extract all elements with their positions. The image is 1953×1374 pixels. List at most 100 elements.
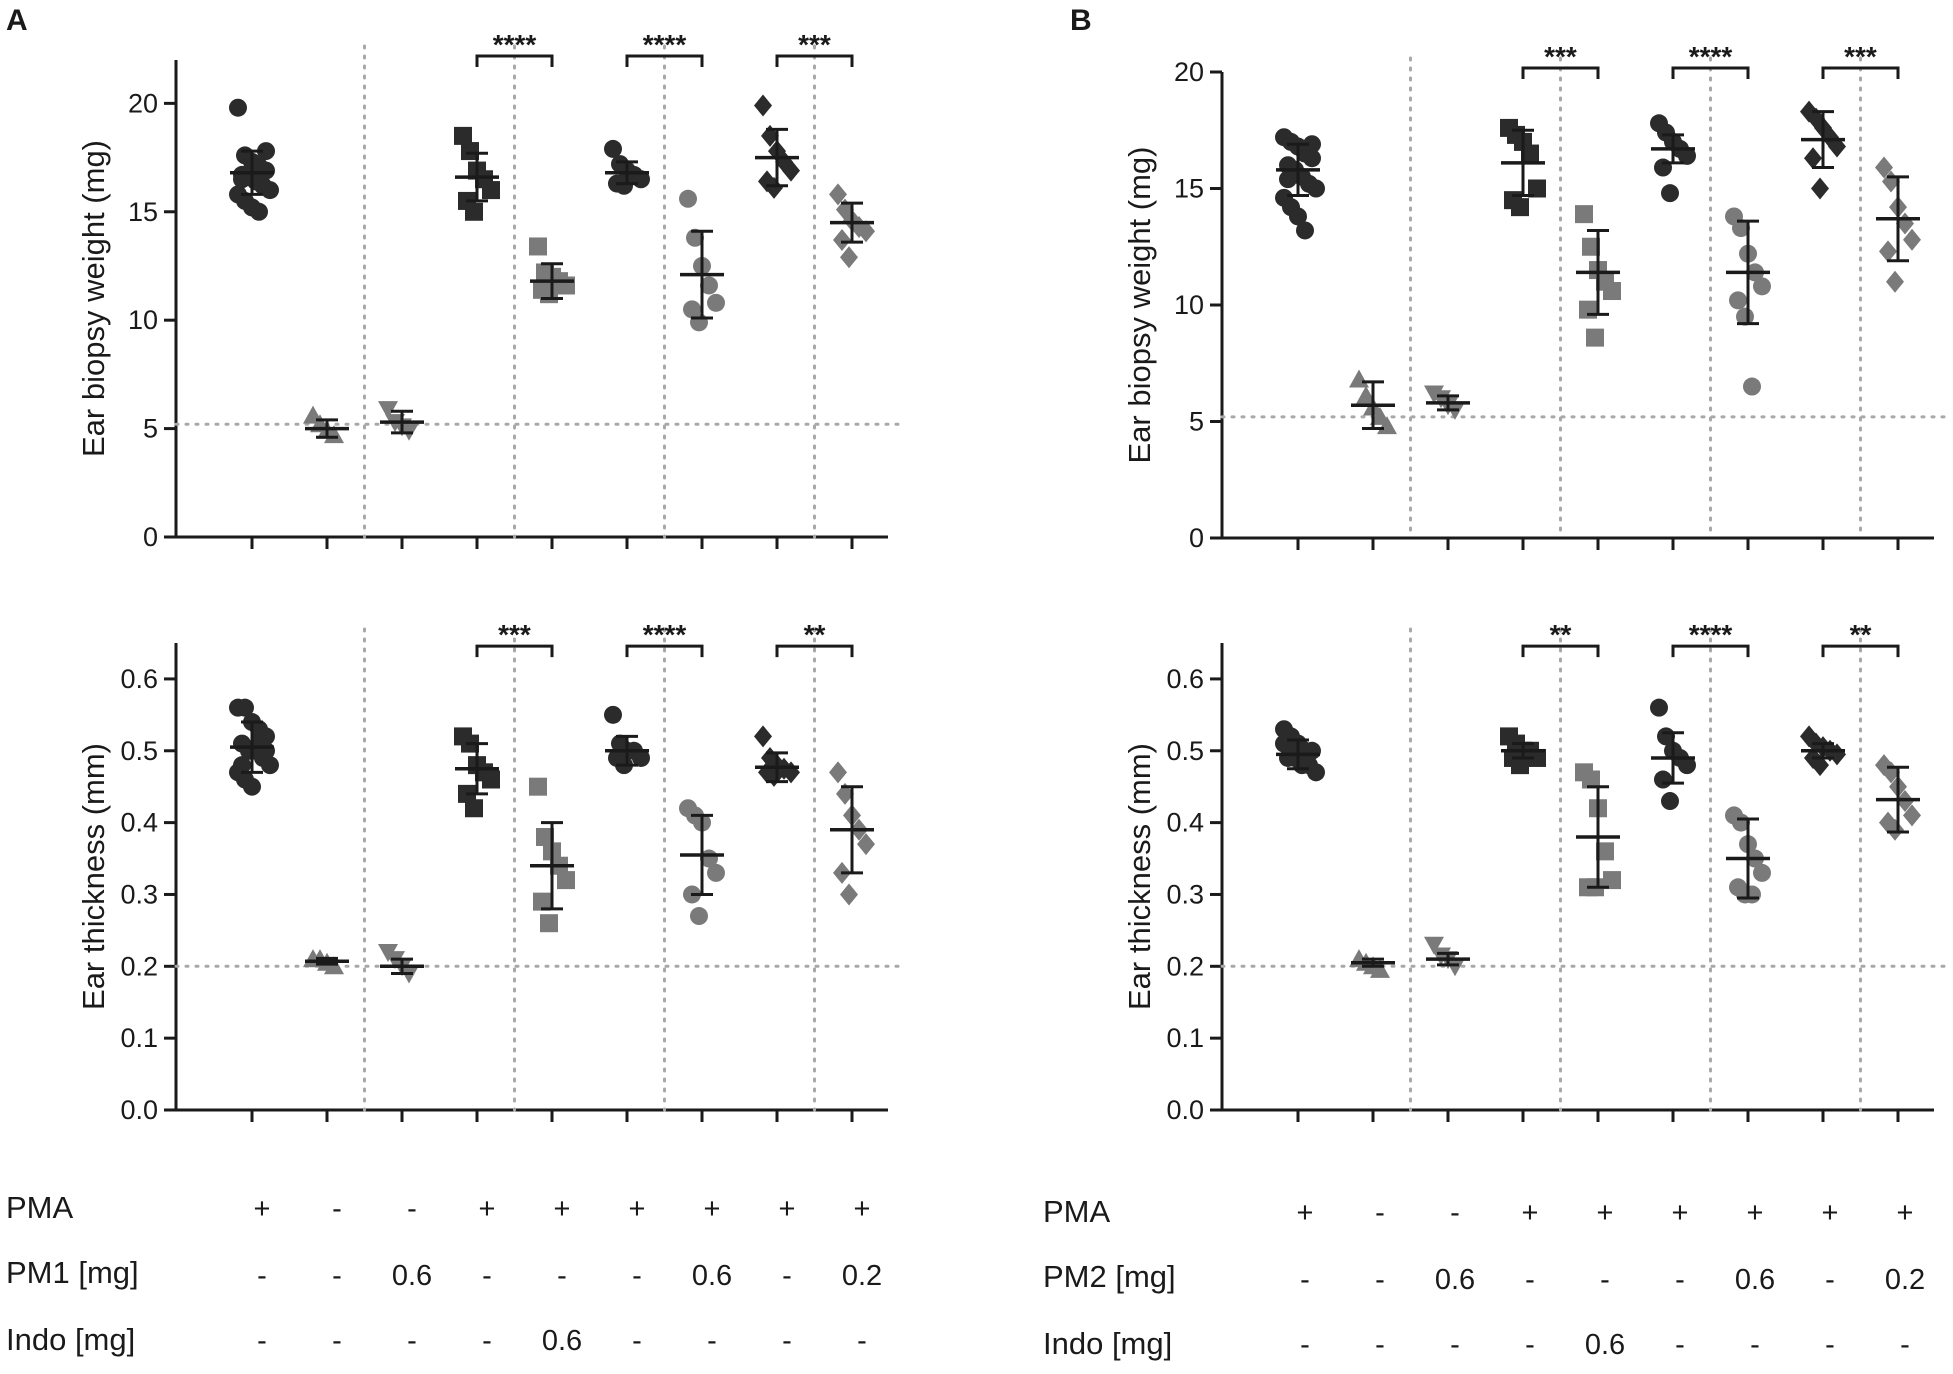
y-tick-label: 15 bbox=[1174, 174, 1204, 204]
data-point-diamond bbox=[833, 228, 851, 251]
data-point-square bbox=[529, 777, 547, 796]
treatment-cell: + bbox=[1672, 1197, 1689, 1229]
data-point-circle bbox=[1729, 291, 1747, 310]
y-tick-label: 20 bbox=[1174, 57, 1204, 87]
data-point-square bbox=[1528, 179, 1546, 198]
data-point-circle bbox=[1650, 698, 1668, 717]
data-point-diamond bbox=[840, 246, 858, 269]
significance-label: ** bbox=[1550, 619, 1572, 650]
treatment-cell: - bbox=[1600, 1264, 1610, 1296]
data-point-circle bbox=[229, 98, 247, 117]
data-point-diamond bbox=[1903, 804, 1921, 827]
y-tick-label: 0.3 bbox=[120, 879, 158, 909]
data-point-square bbox=[1582, 237, 1600, 256]
data-point-circle bbox=[700, 276, 718, 295]
significance-label: **** bbox=[643, 619, 687, 650]
data-point-circle bbox=[1743, 885, 1761, 904]
treatment-cell: - bbox=[332, 1260, 342, 1292]
panel-letter-a: A bbox=[6, 4, 28, 37]
data-point-square bbox=[1586, 328, 1604, 347]
data-point-triangle-down bbox=[1424, 936, 1444, 955]
y-tick-label: 0.2 bbox=[120, 951, 158, 981]
plot-a-ear-thickness: 0.0 0.1 0.2 0.3 0.4 0.5 0.6 Ear thickness (mm) *… bbox=[76, 619, 900, 1125]
treatment-cell: 0.6 bbox=[1735, 1264, 1775, 1296]
data-point-diamond bbox=[829, 761, 847, 784]
data-point-circle bbox=[250, 202, 268, 221]
treatment-cell: - bbox=[1825, 1264, 1835, 1296]
data-point-square bbox=[1582, 770, 1600, 789]
data-point-circle bbox=[1732, 219, 1750, 238]
treatment-cell: + bbox=[779, 1193, 796, 1225]
y-tick-label: 0.4 bbox=[120, 808, 158, 838]
data-point-circle bbox=[1661, 184, 1679, 203]
data-point-circle bbox=[233, 170, 251, 189]
treatment-cell: + bbox=[1897, 1197, 1914, 1229]
y-axis-label: Ear thickness (mm) bbox=[76, 743, 111, 1010]
treatment-cell: - bbox=[257, 1325, 267, 1357]
significance-bracket bbox=[1521, 66, 1600, 79]
treatment-cell: - bbox=[782, 1260, 792, 1292]
significance-bracket bbox=[625, 644, 704, 658]
data-point-diamond bbox=[1879, 240, 1897, 263]
y-axis-label: Ear biopsy weight (mg) bbox=[1122, 146, 1157, 463]
data-point-square bbox=[536, 827, 554, 846]
data-point-circle bbox=[1303, 135, 1321, 154]
data-point-circle bbox=[615, 176, 633, 195]
data-point-circle bbox=[686, 228, 704, 247]
treatment-cell: - bbox=[332, 1193, 342, 1225]
y-tick-label: 5 bbox=[1189, 407, 1204, 437]
table-cells-a: + - - + + + + + + - - 0.6 - - - 0.6 - 0.2 - - - - 0.6 - - - - bbox=[254, 1193, 883, 1357]
y-tick-label: 0.1 bbox=[1166, 1023, 1204, 1053]
treatment-cell: + bbox=[554, 1193, 571, 1225]
data-point-square bbox=[1511, 756, 1529, 775]
treatment-cell: 0.6 bbox=[1435, 1264, 1475, 1296]
data-point-diamond bbox=[782, 159, 800, 182]
data-point-square bbox=[465, 202, 483, 221]
treatment-cell: 0.2 bbox=[1885, 1264, 1925, 1296]
treatment-cell: 0.6 bbox=[392, 1260, 432, 1292]
data-point-square bbox=[529, 237, 547, 256]
data-point-circle bbox=[690, 313, 708, 332]
data-point-circle bbox=[1307, 179, 1325, 198]
significance-bracket bbox=[475, 54, 554, 67]
plot-b-ear-thickness: 0.0 0.1 0.2 0.3 0.4 0.5 0.6 Ear thickness (mm) *… bbox=[1122, 619, 1946, 1125]
agent-label-b: PM2 [mg] bbox=[1043, 1259, 1176, 1294]
data-point-diamond bbox=[754, 94, 772, 117]
data-point-diamond bbox=[840, 883, 858, 906]
significance-bracket bbox=[1671, 644, 1750, 658]
treatment-cell: - bbox=[1375, 1329, 1385, 1361]
treatment-cell: + bbox=[1297, 1197, 1314, 1229]
data-point-circle bbox=[1289, 207, 1307, 226]
data-point-square bbox=[1521, 144, 1539, 163]
treatment-cell: - bbox=[482, 1325, 492, 1357]
data-point-square bbox=[540, 285, 558, 304]
data-point-circle bbox=[1678, 146, 1696, 165]
data-point-circle bbox=[1279, 170, 1297, 189]
data-point-diamond bbox=[1886, 270, 1904, 293]
data-point-circle bbox=[707, 293, 725, 312]
data-point-square bbox=[533, 892, 551, 911]
y-tick-label: 20 bbox=[128, 88, 158, 118]
significance-bracket bbox=[1821, 66, 1900, 79]
panel-letter-b: B bbox=[1070, 4, 1092, 37]
y-tick-label: 0.1 bbox=[120, 1023, 158, 1053]
treatment-cell: + bbox=[1747, 1197, 1764, 1229]
data-point-circle bbox=[1654, 158, 1672, 177]
treatment-cell: 0.6 bbox=[542, 1325, 582, 1357]
y-tick-label: 10 bbox=[128, 305, 158, 335]
treatment-cell: - bbox=[1525, 1264, 1535, 1296]
data-point-square bbox=[482, 770, 500, 789]
treatment-cell: - bbox=[332, 1325, 342, 1357]
treatment-cell: - bbox=[1525, 1329, 1535, 1361]
data-point-square bbox=[454, 126, 472, 145]
data-point-circle bbox=[690, 907, 708, 926]
data-point-circle bbox=[1661, 792, 1679, 811]
data-point-diamond bbox=[1811, 177, 1829, 200]
data-point-circle bbox=[632, 748, 650, 767]
table-cells-b: + - - + + + + + + - - 0.6 - - - 0.6 - 0.2 - - - - 0.6 - - - - bbox=[1297, 1197, 1926, 1361]
treatment-cell: - bbox=[407, 1325, 417, 1357]
significance-label: *** bbox=[1844, 41, 1877, 72]
pma-label-a: PMA bbox=[6, 1190, 74, 1225]
treatment-cell: - bbox=[782, 1325, 792, 1357]
significance-label: *** bbox=[498, 619, 531, 650]
